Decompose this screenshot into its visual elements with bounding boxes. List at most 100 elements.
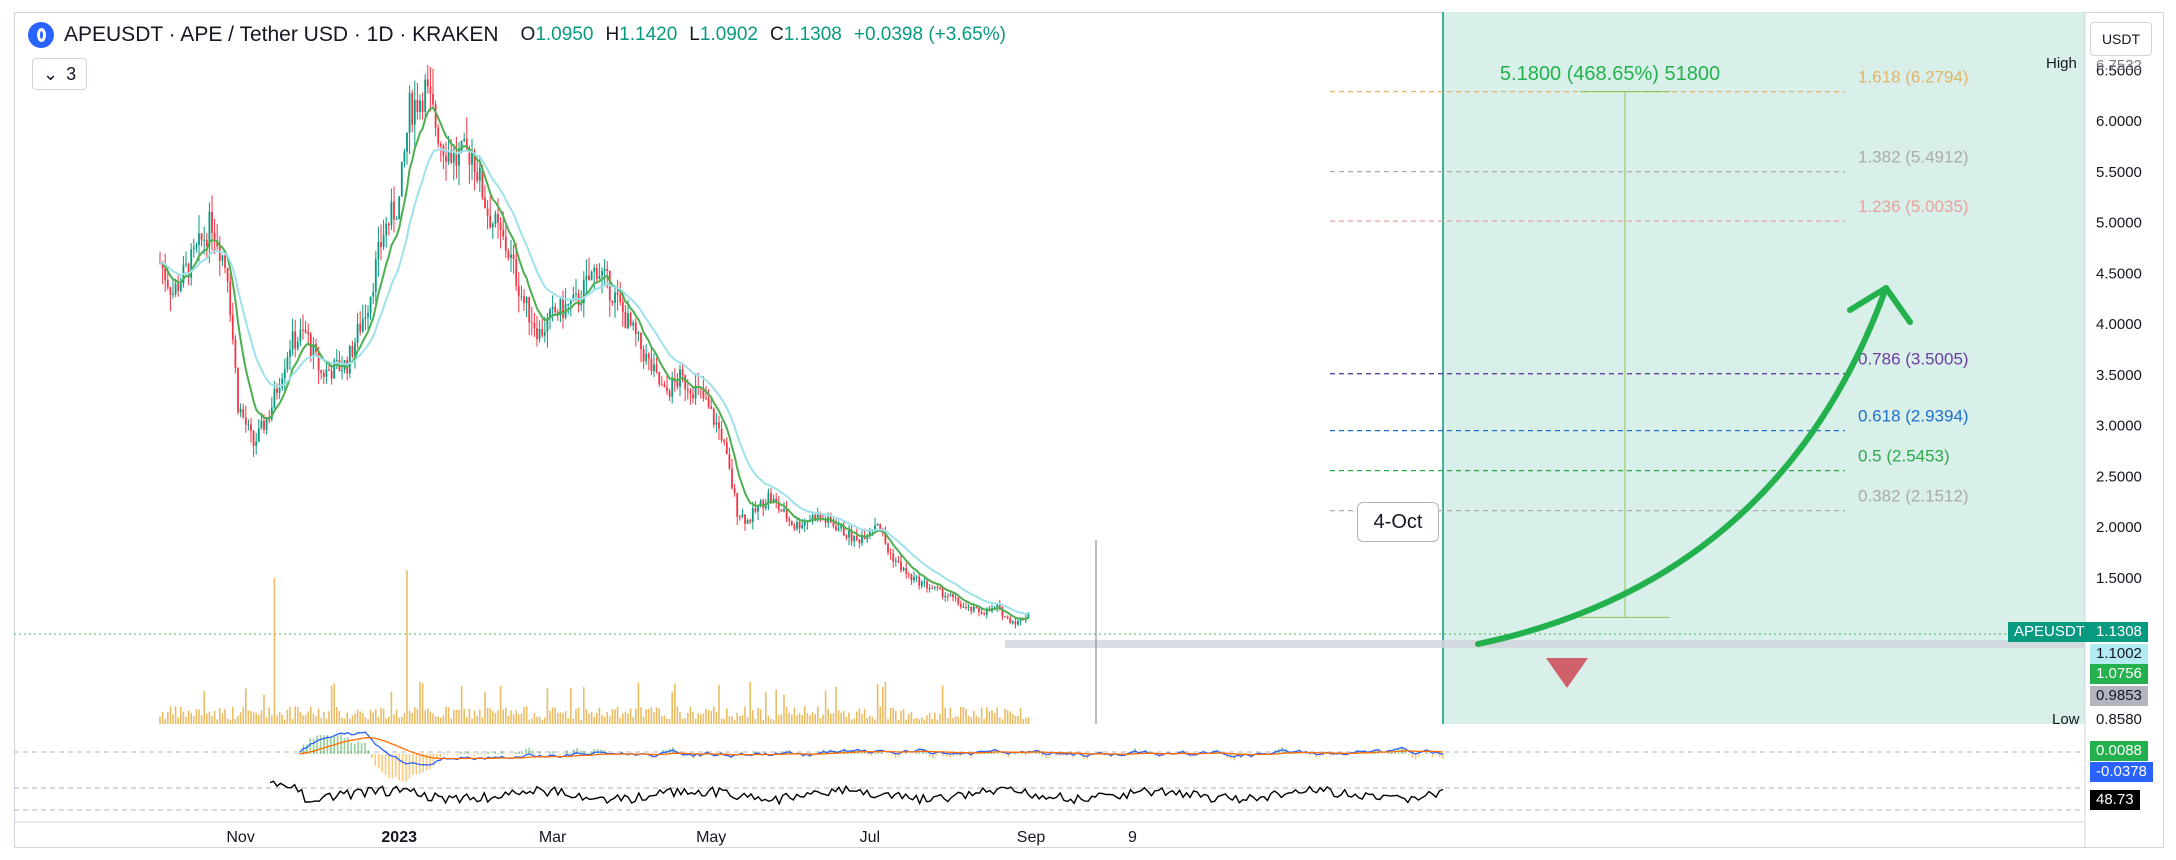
macd-histogram-bar <box>521 752 524 754</box>
volume-bar <box>603 716 606 724</box>
candle-body <box>858 539 861 544</box>
low-label: Low <box>2052 711 2080 728</box>
volume-bar <box>928 713 931 724</box>
volume-bar <box>949 707 952 724</box>
volume-bar <box>619 717 621 724</box>
volume-bar <box>692 711 694 724</box>
volume-bar <box>492 711 494 724</box>
volume-bar <box>863 708 866 724</box>
macd-histogram-bar <box>453 754 455 755</box>
volume-bar <box>700 714 702 724</box>
ohlc-close-key: C <box>770 24 784 45</box>
macd-histogram-bar <box>949 754 952 758</box>
volume-bar <box>354 713 356 724</box>
candle-body <box>320 370 323 373</box>
volume-bar <box>213 710 216 724</box>
volume-bar <box>707 709 710 724</box>
macd-histogram-bar <box>1223 754 1225 756</box>
candle-body <box>348 346 351 374</box>
candle-body <box>510 254 512 258</box>
macd-histogram-bar <box>959 754 962 757</box>
candle-body <box>744 514 746 524</box>
volume-bar <box>434 716 437 724</box>
candle-body <box>333 360 336 379</box>
symbol-title[interactable]: APEUSDT · APE / Tether USD · 1D · KRAKEN <box>64 23 499 46</box>
candle-body <box>595 267 598 280</box>
candle-body <box>489 215 492 228</box>
candle-body <box>445 155 447 162</box>
volume-bar <box>505 707 507 724</box>
volume-bar <box>915 717 918 724</box>
candle-body <box>192 247 195 250</box>
candle-body <box>728 454 731 469</box>
macd-histogram-bar <box>1336 754 1338 756</box>
macd-histogram-bar <box>566 750 568 754</box>
candle-body <box>598 275 601 280</box>
volume-bar <box>590 711 593 724</box>
fib-level-label: 0.382 (2.1512) <box>1858 487 1969 506</box>
volume-bar <box>856 711 858 724</box>
candle-body <box>439 143 442 146</box>
price-change: +0.0398 (+3.65%) <box>853 24 1006 45</box>
candle-body <box>983 613 986 615</box>
volume-bar <box>858 708 861 724</box>
macd-histogram-bar <box>894 754 897 759</box>
y-tick-label: 2.0000 <box>2096 519 2142 536</box>
volume-bar <box>814 714 816 724</box>
volume-bar <box>580 719 582 724</box>
candle-body <box>715 422 718 425</box>
candle-body <box>837 528 840 531</box>
candle-body <box>663 384 666 388</box>
candle-body <box>239 409 242 413</box>
volume-bar <box>382 708 385 724</box>
volume-bar <box>796 715 798 724</box>
candle-body <box>317 351 320 371</box>
volume-bar <box>351 715 354 724</box>
currency-button[interactable]: USDT <box>2090 22 2152 56</box>
macd-histogram-bar <box>405 754 407 782</box>
volume-bar <box>528 719 530 724</box>
volume-bar <box>775 689 777 724</box>
volume-bar <box>723 719 725 724</box>
candle-body <box>177 283 180 291</box>
candle-body <box>751 508 754 522</box>
macd-histogram-bar <box>364 742 366 754</box>
candle-body <box>985 610 988 615</box>
support-price-tag: 0.9853 <box>2090 686 2148 706</box>
y-tick-label: 2.5000 <box>2096 468 2142 485</box>
macd-histogram-bar <box>398 754 401 781</box>
volume-bar <box>840 712 842 724</box>
candle-body <box>710 406 713 409</box>
volume-bar <box>702 713 705 724</box>
candle-body <box>478 167 481 181</box>
candle-body <box>307 331 310 335</box>
volume-bar <box>518 714 520 724</box>
macd-histogram-bar <box>1079 754 1082 756</box>
volume-bar <box>174 706 177 724</box>
macd-histogram-bar <box>429 754 431 769</box>
x-tick-label: Jul <box>860 829 880 846</box>
volume-bar <box>224 708 226 724</box>
candle-body <box>421 100 424 112</box>
macd-histogram-bar <box>1332 754 1335 756</box>
candle-body <box>432 93 434 105</box>
fib-level-label: 0.5 (2.5453) <box>1858 447 1950 466</box>
volume-bar <box>967 715 970 724</box>
candle-body <box>229 281 232 316</box>
candle-body <box>572 294 575 301</box>
volume-bar <box>570 688 572 724</box>
macd-histogram-bar <box>1305 752 1307 754</box>
macd-histogram-bar <box>473 754 476 757</box>
volume-bar <box>375 709 377 724</box>
fib-level-label: 1.236 (5.0035) <box>1858 197 1969 216</box>
volume-bar <box>416 708 419 724</box>
indicators-toggle-button[interactable]: ⌄ 3 <box>32 58 88 90</box>
candle-body <box>580 303 583 306</box>
candle-body <box>562 298 564 318</box>
candle-body <box>169 287 172 296</box>
volume-bar <box>746 717 749 724</box>
volume-bar <box>258 714 260 724</box>
candle-body <box>166 280 169 288</box>
candle-body <box>255 441 258 446</box>
